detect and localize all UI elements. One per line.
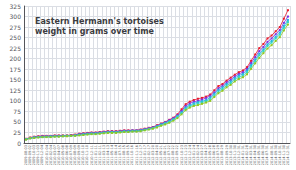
svg-text:225: 225	[10, 45, 22, 52]
svg-text:2013-12-31: 2013-12-31	[236, 145, 241, 166]
svg-text:2012-11-23: 2012-11-23	[183, 145, 188, 166]
svg-text:2011-09-15: 2011-09-15	[126, 145, 131, 166]
svg-text:2013-02-24: 2013-02-24	[195, 145, 200, 166]
svg-text:2011-11-16: 2011-11-16	[134, 145, 139, 166]
svg-text:2013-03-27: 2013-03-27	[200, 145, 204, 166]
svg-text:2011-12-17: 2011-12-17	[138, 145, 143, 166]
svg-text:2012-06-21: 2012-06-21	[163, 145, 168, 166]
svg-text:2009-12-04: 2009-12-04	[40, 145, 45, 166]
svg-text:2014-01-31: 2014-01-31	[240, 145, 245, 166]
svg-text:2012-04-20: 2012-04-20	[155, 145, 159, 166]
svg-text:2010-12-11: 2010-12-11	[89, 145, 94, 166]
svg-text:Eastern Hermann's tortoises: Eastern Hermann's tortoises	[35, 17, 164, 26]
svg-text:2014-12-31: 2014-12-31	[286, 145, 290, 165]
svg-text:2010-06-08: 2010-06-08	[65, 145, 69, 166]
svg-text:2010-08-09: 2010-08-09	[73, 145, 78, 166]
svg-text:2011-04-13: 2011-04-13	[105, 145, 110, 166]
svg-text:2010-11-10: 2010-11-10	[85, 145, 90, 166]
svg-text:2012-03-20: 2012-03-20	[150, 145, 155, 166]
svg-text:2010-07-09: 2010-07-09	[69, 145, 74, 166]
svg-text:0: 0	[17, 140, 21, 147]
svg-text:2014-04-30: 2014-04-30	[253, 145, 258, 166]
svg-text:2013-05-28: 2013-05-28	[208, 145, 213, 166]
svg-text:325: 325	[10, 3, 22, 10]
svg-text:2011-05-14: 2011-05-14	[110, 145, 114, 166]
svg-text:2011-08-15: 2011-08-15	[122, 145, 127, 166]
svg-text:275: 275	[10, 24, 22, 31]
svg-text:2009-08-03: 2009-08-03	[24, 145, 28, 166]
svg-text:2012-02-17: 2012-02-17	[146, 145, 151, 166]
svg-text:2010-04-07: 2010-04-07	[56, 145, 61, 166]
svg-text:2011-01-11: 2011-01-11	[93, 145, 98, 166]
svg-text:300: 300	[10, 13, 22, 20]
svg-text:2010-02-04: 2010-02-04	[48, 145, 53, 166]
svg-text:2009-11-03: 2009-11-03	[36, 145, 41, 166]
svg-text:2014-03-31: 2014-03-31	[249, 145, 254, 166]
svg-text:2013-08-29: 2013-08-29	[220, 145, 225, 166]
svg-text:2011-07-15: 2011-07-15	[118, 145, 123, 166]
svg-text:2012-01-17: 2012-01-17	[142, 145, 147, 166]
svg-text:2014-05-31: 2014-05-31	[257, 145, 262, 166]
svg-text:75: 75	[13, 108, 21, 115]
svg-text:2014-07-31: 2014-07-31	[265, 145, 270, 166]
svg-text:2010-10-10: 2010-10-10	[81, 145, 86, 166]
svg-text:2012-10-23: 2012-10-23	[179, 145, 184, 166]
svg-text:200: 200	[10, 55, 22, 62]
svg-text:150: 150	[10, 76, 22, 83]
svg-text:2010-03-07: 2010-03-07	[52, 145, 57, 166]
svg-text:125: 125	[10, 87, 22, 94]
svg-text:2012-08-22: 2012-08-22	[171, 145, 176, 166]
svg-text:2014-09-30: 2014-09-30	[273, 145, 278, 166]
svg-text:25: 25	[13, 129, 21, 136]
svg-text:weight in grams over time: weight in grams over time	[35, 27, 155, 36]
svg-text:2011-02-11: 2011-02-11	[97, 145, 102, 166]
svg-text:2014-08-31: 2014-08-31	[269, 145, 274, 166]
svg-text:2011-06-14: 2011-06-14	[114, 145, 119, 166]
svg-text:2010-01-04: 2010-01-04	[44, 145, 49, 166]
svg-text:175: 175	[10, 66, 22, 73]
svg-text:2011-10-16: 2011-10-16	[130, 145, 135, 166]
svg-text:2009-10-03: 2009-10-03	[32, 145, 37, 166]
svg-text:2014-11-30: 2014-11-30	[281, 145, 286, 166]
svg-text:2013-11-30: 2013-11-30	[232, 145, 237, 166]
svg-text:2012-05-21: 2012-05-21	[159, 145, 164, 166]
svg-text:2014-02-28: 2014-02-28	[245, 145, 249, 166]
svg-text:2012-09-22: 2012-09-22	[175, 145, 180, 166]
svg-text:50: 50	[13, 118, 21, 125]
svg-text:2012-07-22: 2012-07-22	[167, 145, 172, 166]
svg-text:2011-03-13: 2011-03-13	[101, 145, 106, 166]
svg-text:2013-10-30: 2013-10-30	[228, 145, 233, 166]
svg-text:2014-10-31: 2014-10-31	[277, 145, 282, 166]
svg-text:2013-01-24: 2013-01-24	[191, 145, 196, 166]
svg-text:2010-09-09: 2010-09-09	[77, 145, 82, 166]
svg-text:2013-06-28: 2013-06-28	[212, 145, 217, 166]
svg-text:2010-05-08: 2010-05-08	[60, 145, 65, 166]
svg-text:250: 250	[10, 34, 22, 41]
svg-text:2009-09-02: 2009-09-02	[28, 145, 33, 166]
svg-text:100: 100	[10, 97, 22, 104]
svg-text:2014-06-30: 2014-06-30	[261, 145, 266, 166]
svg-text:2013-09-29: 2013-09-29	[224, 145, 229, 166]
svg-text:2012-12-24: 2012-12-24	[187, 145, 192, 166]
svg-text:2013-07-29: 2013-07-29	[216, 145, 221, 166]
svg-text:2013-04-27: 2013-04-27	[204, 145, 209, 166]
